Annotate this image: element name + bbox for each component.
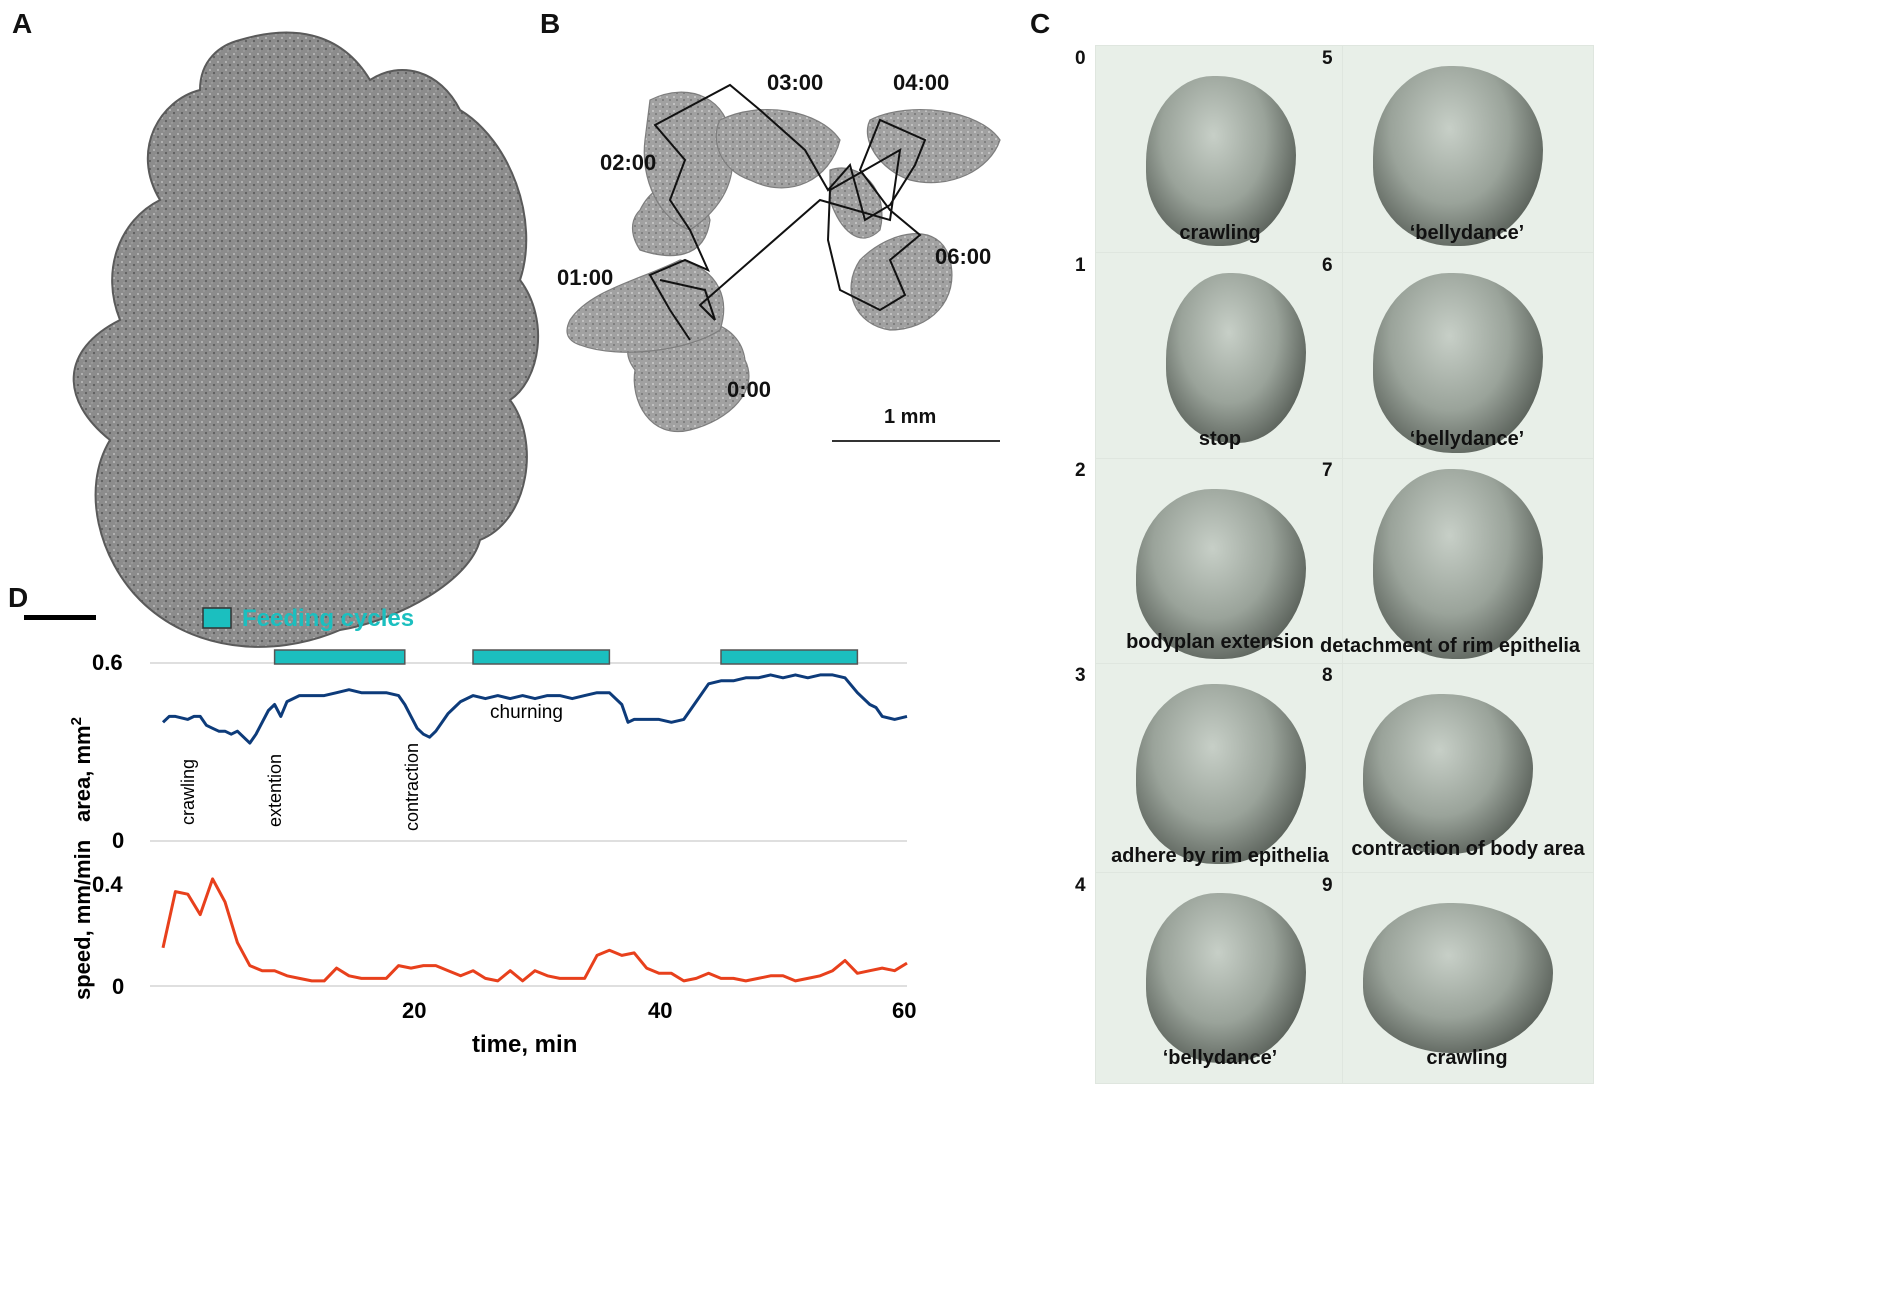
organism-outline-vertical (643, 91, 734, 231)
legend-swatch (202, 607, 232, 629)
area-ylabel: area, mm2 (68, 717, 95, 822)
frame-9-image (1342, 872, 1594, 1084)
feeding-cycle-bar-2 (472, 649, 611, 665)
time-label-0300: 03:00 (767, 70, 824, 95)
placozoan-body (72, 31, 540, 648)
time-label-0600: 06:00 (935, 244, 992, 269)
annotation-contraction: contraction (402, 743, 422, 831)
frame-0-image (1095, 45, 1347, 257)
feeding-cycle-bars (273, 649, 859, 665)
speed-ytick-top: 0.4 (92, 872, 123, 897)
frame-4-image (1095, 872, 1347, 1084)
speed-series-line (161, 877, 908, 983)
panel-b-track (566, 83, 1001, 433)
frame-1-image (1095, 252, 1347, 464)
organism-outline-middle (829, 167, 883, 239)
area-ytick-bottom: 0 (112, 828, 124, 853)
speed-ylabel: speed, mm/min (70, 840, 95, 1000)
frame-3-image (1095, 663, 1347, 875)
scale-label-b: 1 mm (884, 406, 937, 428)
panel-c-letter: C (1030, 8, 1051, 39)
speed-ytick-bottom: 0 (112, 974, 124, 999)
feeding-cycle-bar-1 (273, 649, 406, 665)
frame-8-image (1342, 663, 1594, 875)
time-label-0400: 04:00 (893, 70, 950, 95)
frame-0-label: crawling (1179, 222, 1261, 244)
frame-8-label: contraction of body area (1351, 838, 1585, 860)
panel-a-image (72, 31, 540, 648)
area-ytick-top: 0.6 (92, 650, 123, 675)
frame-5-label: ‘bellydance’ (1409, 222, 1525, 244)
annotation-churning: churning (490, 702, 563, 723)
frame-4-number: 4 (1075, 875, 1086, 896)
panel-a-letter: A (12, 8, 33, 39)
annotation-crawling: crawling (178, 759, 198, 825)
frame-9-number: 9 (1322, 875, 1333, 896)
scale-bar-a (24, 615, 96, 620)
xtick-60: 60 (892, 998, 916, 1023)
time-label-0000: 0:00 (727, 377, 772, 402)
organism-outline-0600 (850, 233, 953, 331)
frame-7-image (1342, 458, 1594, 670)
frame-2-label: bodyplan extension (1126, 631, 1314, 653)
frame-2-number: 2 (1075, 460, 1086, 481)
frame-4-label: ‘bellydance’ (1162, 1047, 1278, 1069)
time-label-0100: 01:00 (557, 265, 614, 290)
frame-6-image (1342, 252, 1594, 464)
frame-7-number: 7 (1322, 460, 1333, 481)
xtick-40: 40 (648, 998, 672, 1023)
panel-d-letter: D (8, 582, 29, 613)
xtick-20: 20 (402, 998, 426, 1023)
frame-5-number: 5 (1322, 48, 1333, 69)
frame-6-label: ‘bellydance’ (1409, 428, 1525, 450)
organism-outline-0100 (566, 259, 725, 353)
annotation-extention: extention (265, 754, 285, 827)
movement-path (648, 83, 927, 341)
frame-3-number: 3 (1075, 665, 1086, 686)
feeding-chart: Feeding cycles 0.6 0 0.4 0 area, mm2 spe… (68, 605, 916, 1058)
scale-bar-b (832, 440, 1000, 442)
frame-6-number: 6 (1322, 255, 1333, 276)
frame-2-image (1095, 458, 1347, 670)
feeding-cycle-bar-3 (720, 649, 859, 665)
area-ylabel-sup: 2 (68, 717, 85, 725)
organism-outline-0400 (866, 109, 1001, 184)
area-series-line (161, 673, 908, 745)
frame-5-image (1342, 45, 1594, 257)
panel-b-letter: B (540, 8, 561, 39)
frame-0-number: 0 (1075, 48, 1086, 69)
legend-label: Feeding cycles (242, 605, 414, 632)
frame-1-number: 1 (1075, 255, 1086, 276)
xlabel: time, min (472, 1031, 577, 1058)
frame-8-number: 8 (1322, 665, 1333, 686)
time-label-0200: 02:00 (600, 150, 657, 175)
frame-9-label: crawling (1426, 1047, 1508, 1069)
frame-7-label: detachment of rim epithelia (1320, 635, 1581, 657)
frame-1-label: stop (1198, 428, 1242, 450)
organism-outline-0300 (715, 109, 841, 189)
frame-3-label: adhere by rim epithelia (1111, 845, 1329, 867)
